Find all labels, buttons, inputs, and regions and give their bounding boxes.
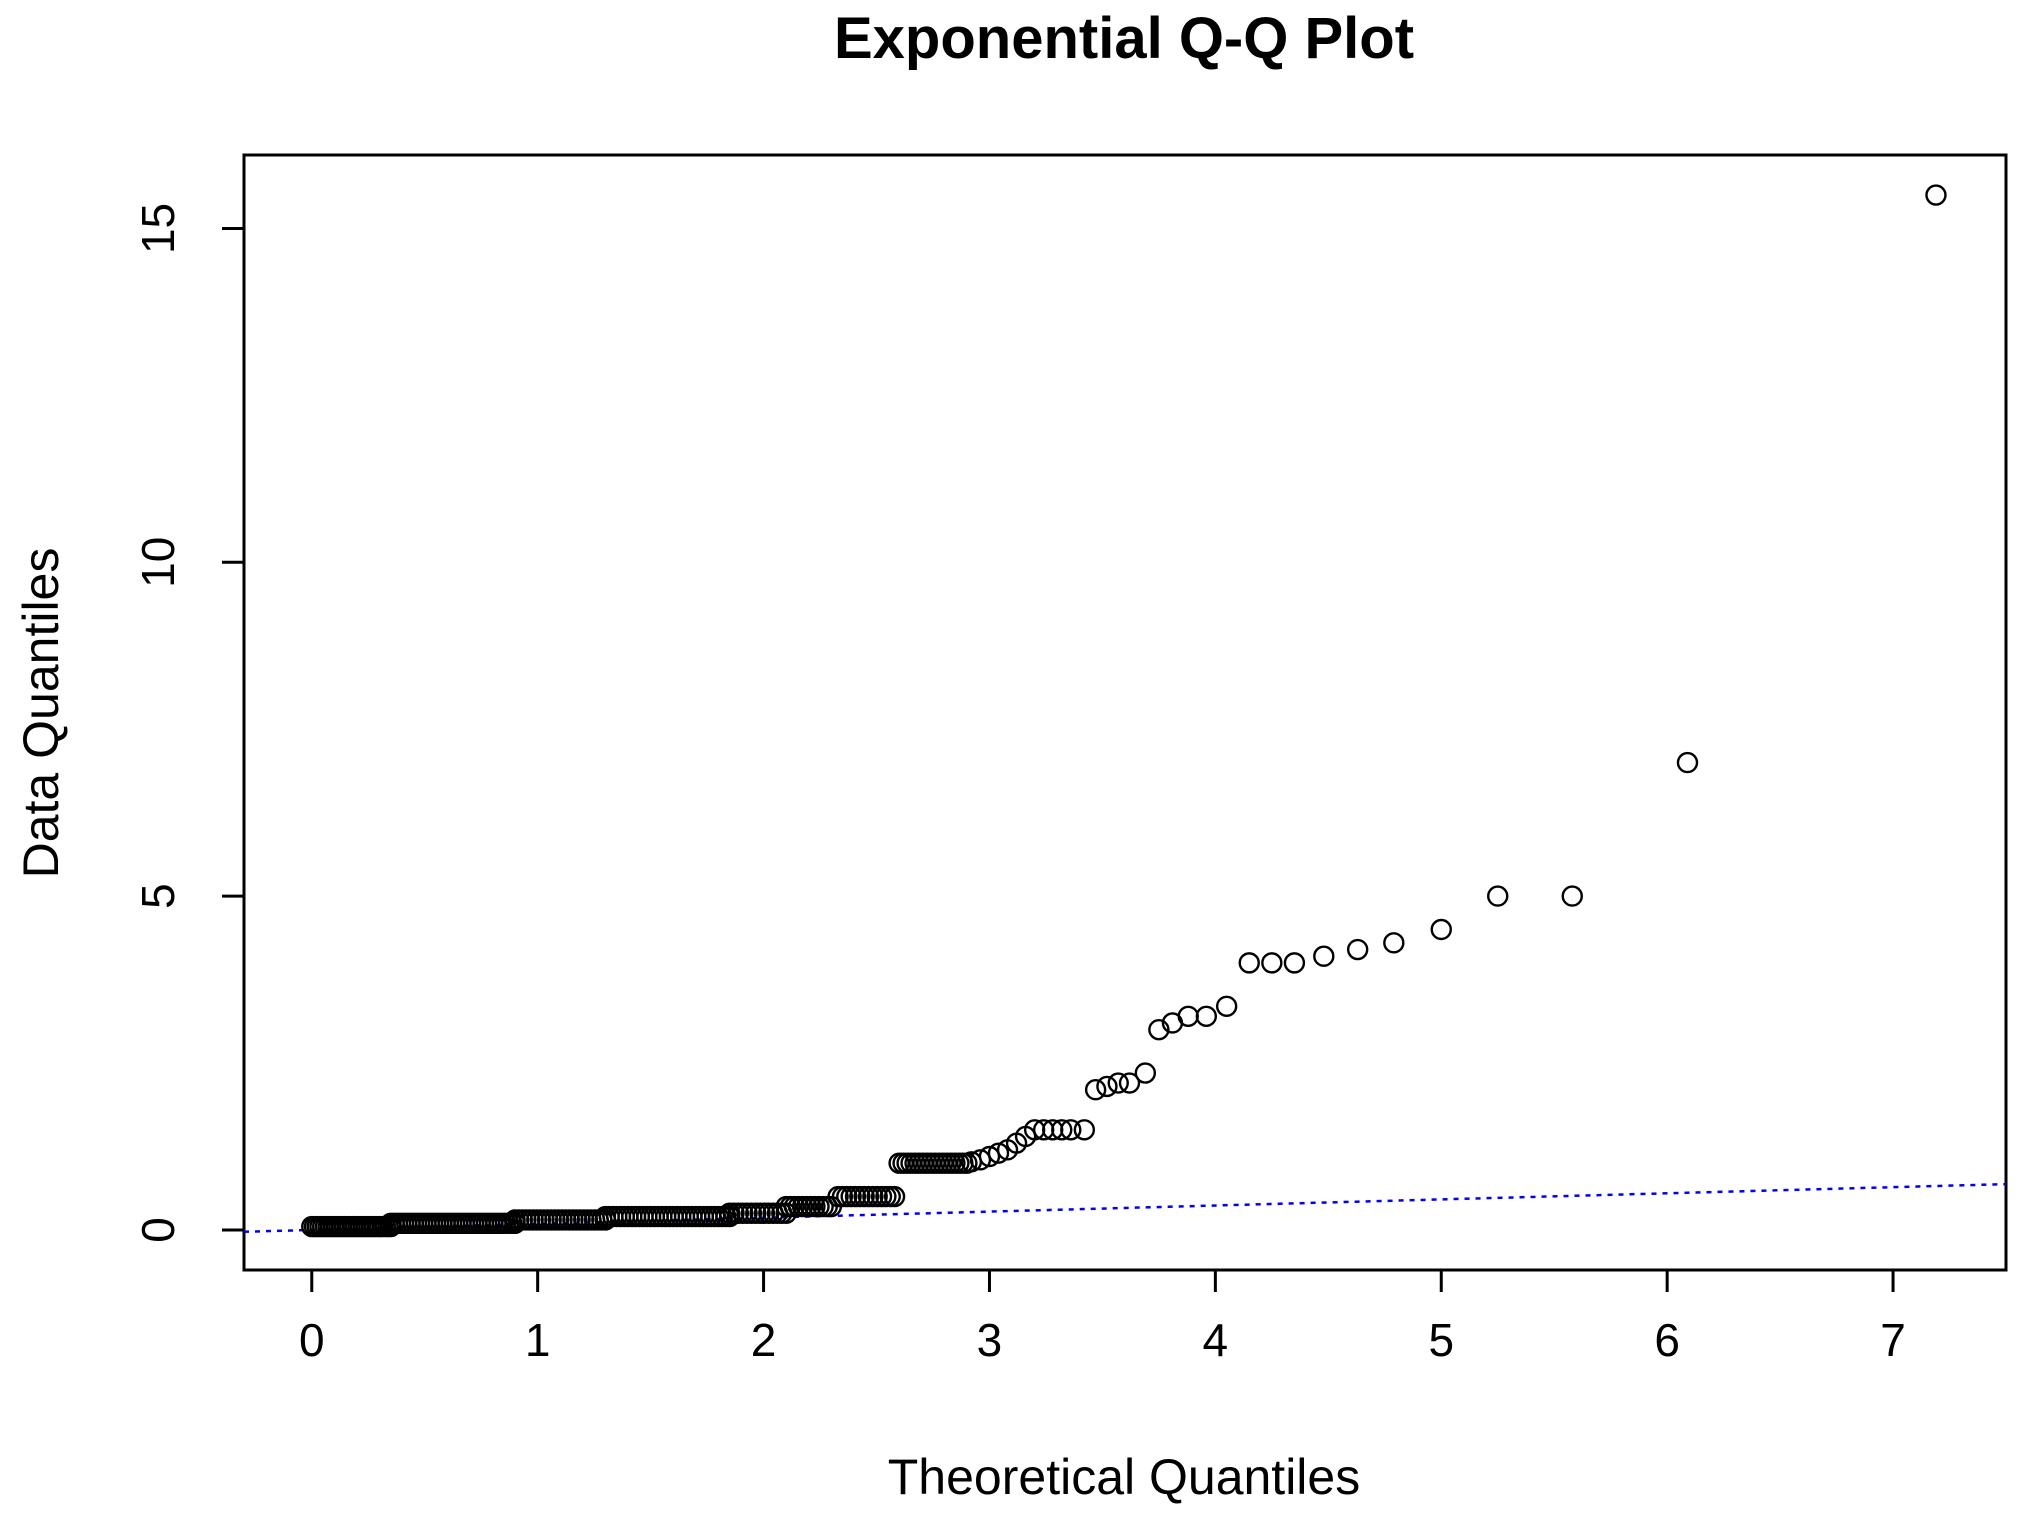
x-axis: 0 1 2 3 4 5 6 7 (299, 1270, 1906, 1366)
data-point (969, 1149, 992, 1171)
data-point (1676, 751, 1699, 774)
x-tick-label: 4 (1203, 1314, 1229, 1366)
data-point (1134, 1062, 1157, 1084)
data-point (1060, 1119, 1082, 1141)
data-point (1107, 1072, 1129, 1094)
chart-title: Exponential Q-Q Plot (834, 6, 1414, 71)
plot-frame (242, 153, 2008, 1272)
data-point (1487, 885, 1509, 907)
data-point (1215, 995, 1238, 1017)
data-point (1313, 945, 1335, 967)
points-layer (301, 184, 1947, 1238)
y-axis: 0 5 10 15 (132, 203, 244, 1243)
data-point (1096, 1075, 1118, 1098)
x-tick-label: 7 (1880, 1314, 1906, 1366)
x-tick-label: 6 (1654, 1314, 1680, 1366)
data-point (1261, 952, 1283, 974)
y-tick-label: 5 (132, 883, 184, 909)
data-point (1925, 184, 1947, 206)
y-tick-label: 10 (132, 537, 184, 588)
data-point (1073, 1119, 1096, 1141)
y-axis-label: Data Quantiles (13, 548, 69, 879)
data-point (978, 1145, 1001, 1168)
data-point (1238, 952, 1260, 974)
data-point (987, 1142, 1010, 1164)
data-point (883, 1185, 906, 1208)
data-point (1561, 885, 1583, 907)
data-point (1283, 952, 1306, 974)
y-tick-label: 15 (132, 203, 184, 254)
data-point (1430, 918, 1452, 941)
data-point (1383, 932, 1405, 954)
reference-line-layer (243, 1182, 2007, 1234)
x-tick-label: 0 (299, 1314, 325, 1366)
data-point (1118, 1072, 1141, 1094)
data-point (1195, 1005, 1218, 1027)
reference-line (243, 1182, 2007, 1234)
y-tick-label: 0 (132, 1217, 184, 1243)
x-tick-label: 2 (751, 1314, 777, 1366)
x-axis-label: Theoretical Quantiles (888, 1449, 1360, 1505)
data-point (1148, 1018, 1170, 1041)
x-tick-label: 1 (525, 1314, 551, 1366)
data-point (1051, 1119, 1073, 1141)
x-tick-label: 3 (977, 1314, 1003, 1366)
data-point (1084, 1079, 1107, 1101)
x-tick-label: 5 (1428, 1314, 1454, 1366)
data-point (1346, 938, 1369, 961)
